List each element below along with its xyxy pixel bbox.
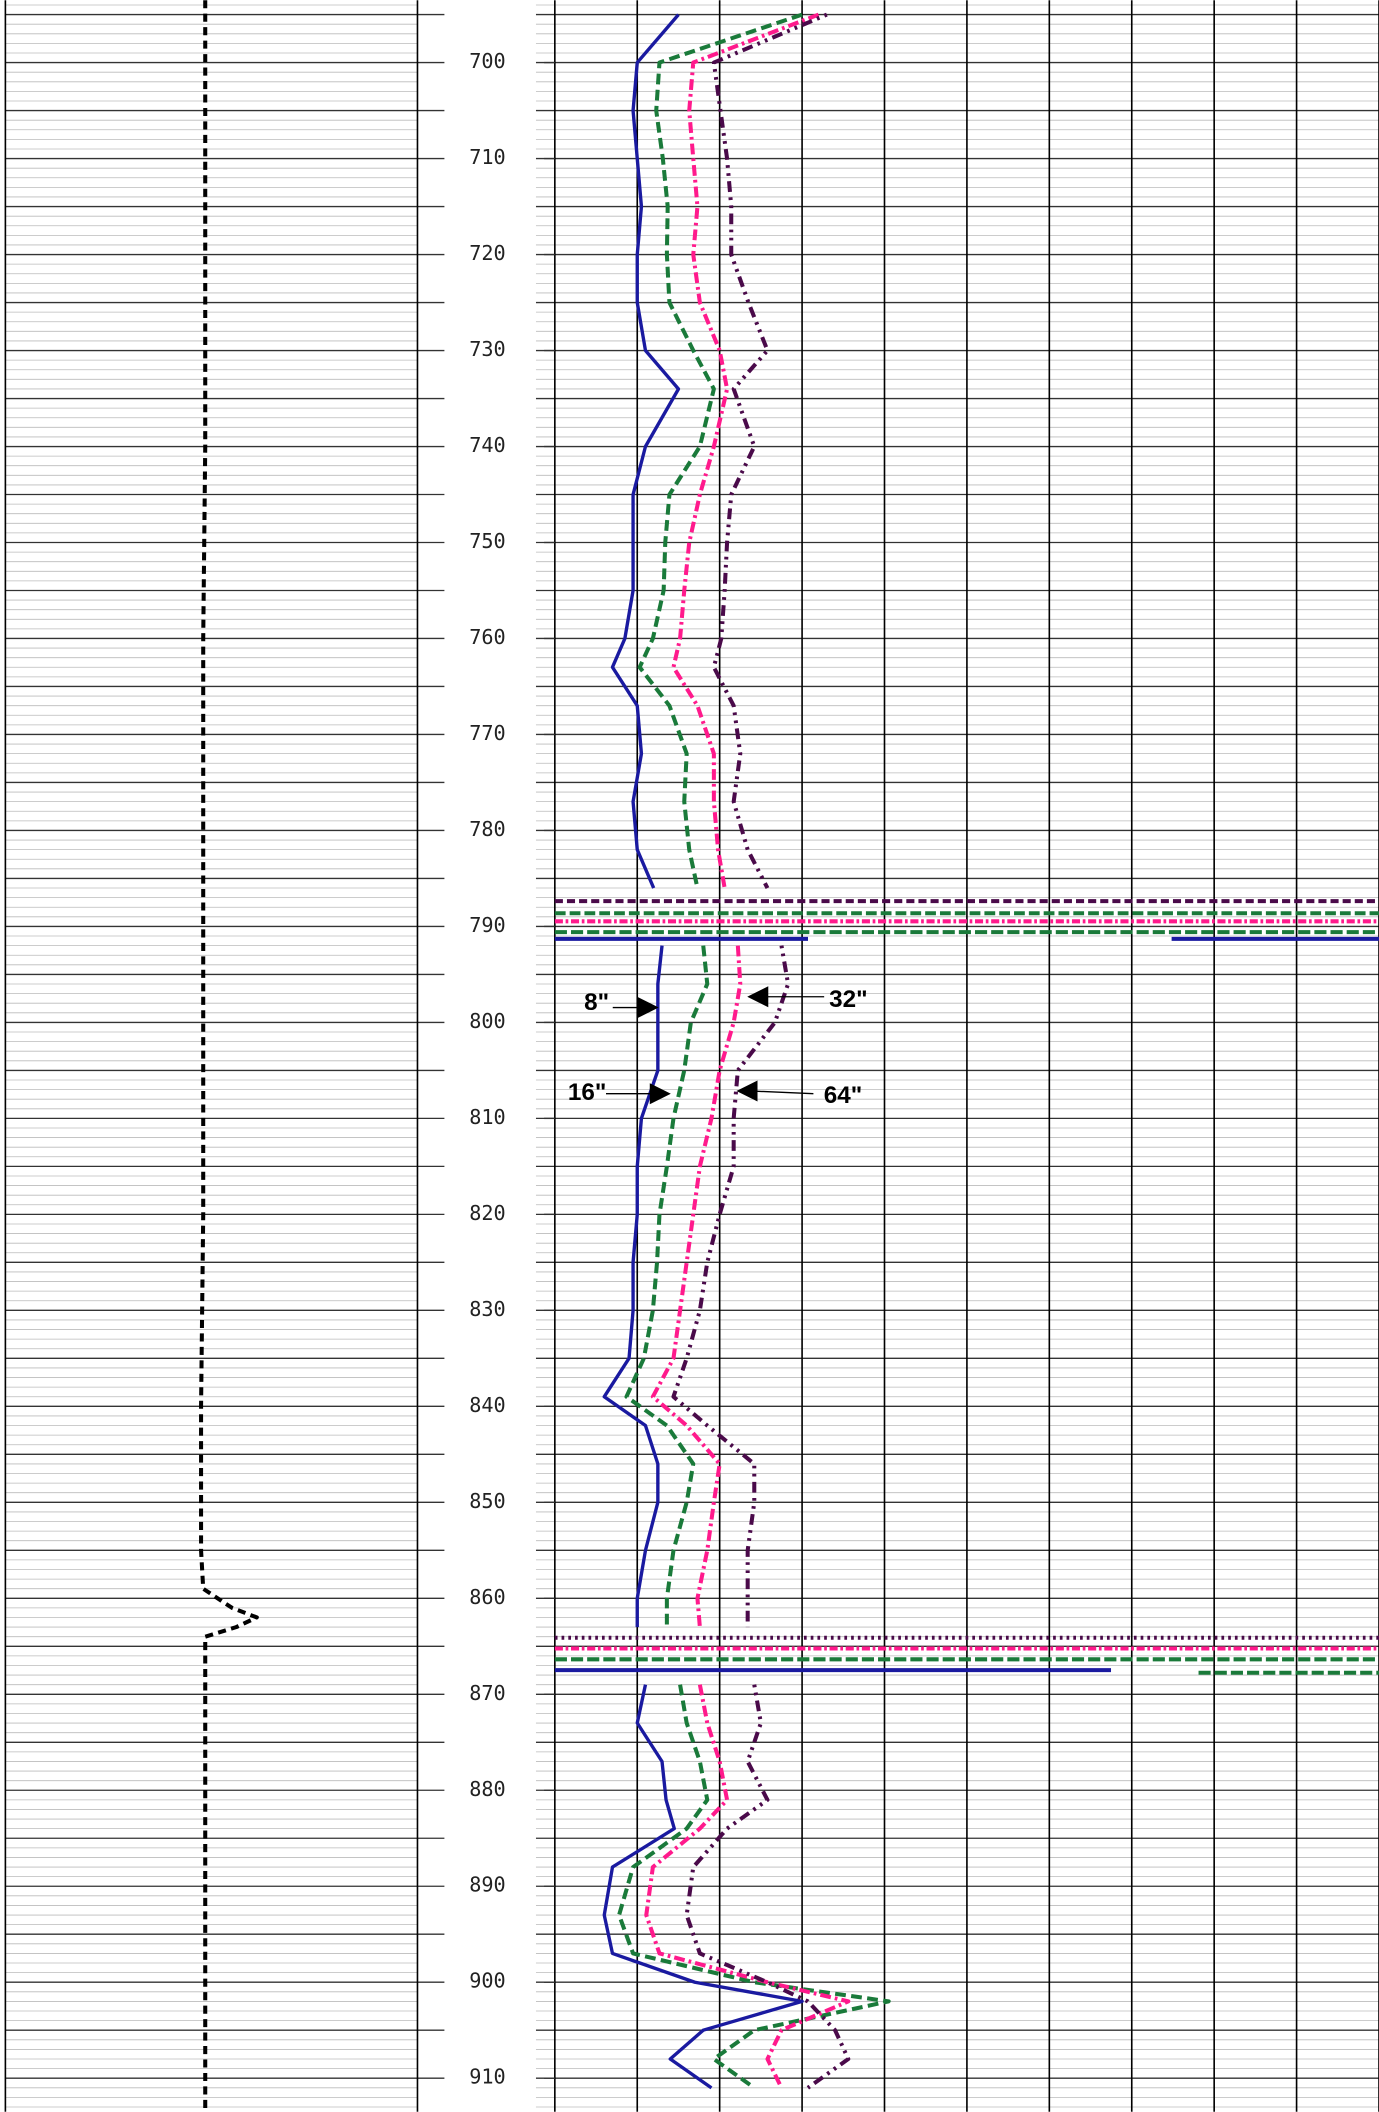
curve-layer	[199, 0, 891, 2112]
depth-label: 860	[469, 1585, 505, 1609]
arrow-head	[736, 1080, 758, 1102]
depth-label: 750	[469, 529, 505, 553]
log-curve	[610, 13, 681, 889]
arrow-head	[649, 1083, 671, 1105]
arrow-head	[637, 997, 659, 1019]
depth-label: 870	[469, 1681, 505, 1705]
arrow-shaft	[751, 1090, 814, 1095]
depth-label: 910	[469, 2065, 505, 2089]
curve-labels	[606, 986, 825, 1105]
depth-label: 740	[469, 433, 505, 457]
depth-label: 850	[469, 1489, 505, 1513]
depth-label: 780	[469, 817, 505, 841]
depth-label: 770	[469, 721, 505, 745]
curve-label: 16"	[568, 1079, 606, 1106]
depth-label: 700	[469, 49, 505, 73]
arrow-head	[747, 986, 769, 1008]
depth-label: 800	[469, 1009, 505, 1033]
depth-label: 900	[469, 1969, 505, 1993]
depth-label: 710	[469, 145, 505, 169]
log-curve	[624, 945, 710, 1628]
depth-label: 880	[469, 1777, 505, 1801]
noise-band	[554, 899, 1379, 1675]
depth-label: 790	[469, 913, 505, 937]
log-curve	[711, 12, 828, 889]
log-curve	[671, 945, 791, 1628]
depth-label: 810	[469, 1105, 505, 1129]
log-curve	[650, 945, 743, 1628]
depth-label: 830	[469, 1297, 505, 1321]
depth-label: 820	[469, 1201, 505, 1225]
log-curve	[602, 1684, 804, 2090]
depth-label: 840	[469, 1393, 505, 1417]
log-curve	[602, 945, 664, 1628]
depth-label: 890	[469, 1873, 505, 1897]
log-curve	[637, 12, 803, 889]
log-curve	[671, 12, 820, 889]
depth-label: 730	[469, 337, 505, 361]
log-curve	[199, 0, 259, 2112]
depth-label: 720	[469, 241, 505, 265]
curve-label: 32"	[829, 986, 867, 1013]
depth-label: 760	[469, 625, 505, 649]
curve-label: 8"	[584, 989, 609, 1016]
log-curve	[644, 1684, 851, 2089]
curve-label: 64"	[824, 1082, 862, 1109]
grid-layer	[4, 0, 1379, 2112]
log-curve	[684, 1684, 851, 2090]
